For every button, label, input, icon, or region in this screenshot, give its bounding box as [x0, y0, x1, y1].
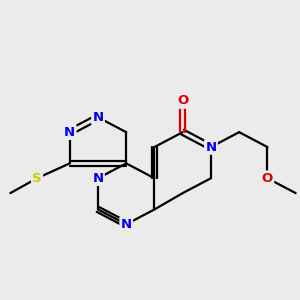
- Text: S: S: [32, 172, 42, 185]
- Text: O: O: [262, 172, 273, 185]
- Text: O: O: [177, 94, 188, 107]
- Text: N: N: [206, 140, 217, 154]
- Text: N: N: [64, 126, 75, 139]
- Text: N: N: [92, 111, 104, 124]
- Text: N: N: [121, 218, 132, 231]
- Text: N: N: [92, 172, 104, 185]
